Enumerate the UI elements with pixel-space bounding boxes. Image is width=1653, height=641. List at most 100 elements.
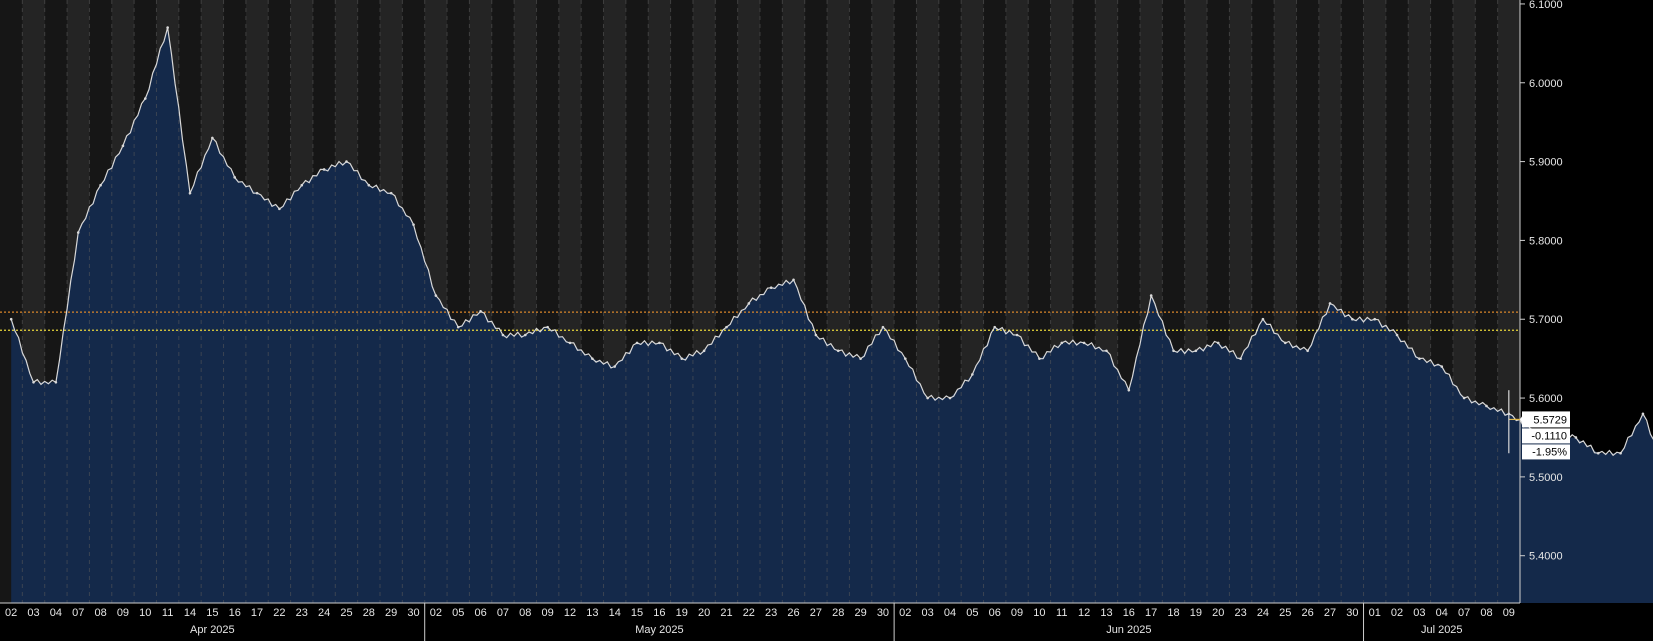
data-point xyxy=(1149,294,1153,297)
x-tick-label: 08 xyxy=(94,607,106,619)
data-point xyxy=(367,183,371,187)
x-tick-label: 26 xyxy=(1302,607,1314,619)
last-value-marker: 5.5729 -0.1110 -1.95% xyxy=(1508,390,1570,460)
data-point xyxy=(814,333,818,337)
x-tick-label: 10 xyxy=(1033,607,1045,619)
x-tick-label: 14 xyxy=(184,607,196,619)
data-point xyxy=(412,223,415,226)
x-tick-label: 11 xyxy=(1056,607,1067,619)
data-point xyxy=(613,365,617,368)
data-point xyxy=(1127,388,1131,392)
data-point xyxy=(881,325,885,329)
x-tick-label: 24 xyxy=(1257,607,1269,619)
x-tick-label: 06 xyxy=(989,607,1001,619)
x-tick-label: 30 xyxy=(1346,607,1358,619)
x-tick-label: 06 xyxy=(474,607,486,619)
data-point xyxy=(143,97,147,100)
data-point xyxy=(1306,349,1309,353)
y-tick-label: 5.5000 xyxy=(1529,472,1563,484)
data-point xyxy=(233,176,237,179)
data-point xyxy=(345,160,348,163)
x-tick-label: 26 xyxy=(787,607,799,619)
data-point xyxy=(747,302,751,305)
x-tick-label: 16 xyxy=(653,607,665,619)
x-tick-label: 02 xyxy=(5,607,17,619)
data-point xyxy=(99,183,102,187)
x-tick-label: 09 xyxy=(1011,607,1023,619)
data-point xyxy=(1015,333,1019,337)
x-tick-label: 15 xyxy=(206,607,218,619)
data-point xyxy=(322,168,326,171)
data-point xyxy=(211,136,214,140)
data-point xyxy=(680,357,684,360)
x-tick-label: 08 xyxy=(519,607,531,619)
x-tick-label: 30 xyxy=(407,607,419,619)
data-point xyxy=(456,325,460,329)
x-tick-label: 07 xyxy=(497,607,509,619)
data-point xyxy=(1105,349,1108,353)
data-point xyxy=(121,144,125,148)
x-tick-label: 21 xyxy=(720,607,732,619)
data-point xyxy=(1351,317,1354,321)
x-tick-label: 04 xyxy=(944,607,956,619)
x-tick-label: 24 xyxy=(318,607,330,619)
x-tick-label: 05 xyxy=(966,607,978,619)
x-tick-label: 27 xyxy=(1324,607,1336,619)
data-point xyxy=(188,191,192,195)
month-label: Apr 2025 xyxy=(190,624,235,636)
pct-change-label: -1.95% xyxy=(1532,446,1567,458)
data-point xyxy=(54,380,58,384)
series-area xyxy=(11,27,1653,603)
y-tick-label: 6.0000 xyxy=(1529,78,1563,90)
x-tick-label: 18 xyxy=(1167,607,1179,619)
y-tick-label: 5.9000 xyxy=(1529,157,1563,169)
x-tick-label: 09 xyxy=(1503,607,1515,619)
x-tick-label: 09 xyxy=(117,607,129,619)
x-tick-label: 28 xyxy=(832,607,844,619)
data-point xyxy=(948,396,952,400)
data-point xyxy=(971,373,974,376)
y-tick-label: 5.8000 xyxy=(1529,235,1563,247)
data-point xyxy=(903,357,907,360)
change-box xyxy=(1522,428,1570,444)
data-point xyxy=(859,357,862,360)
data-point xyxy=(1283,341,1287,345)
y-tick-label: 5.6000 xyxy=(1529,393,1563,405)
data-point xyxy=(1082,341,1086,345)
data-point xyxy=(1060,341,1064,345)
data-point xyxy=(1418,357,1421,360)
data-point xyxy=(635,341,639,345)
month-label: May 2025 xyxy=(635,624,683,636)
data-point xyxy=(1239,357,1242,360)
data-point xyxy=(725,325,728,329)
data-point xyxy=(278,207,281,211)
data-point xyxy=(792,278,795,282)
pct-change-box xyxy=(1522,444,1570,460)
last-price-pointer xyxy=(1520,413,1524,426)
x-tick-label: 02 xyxy=(899,607,911,619)
data-point xyxy=(546,325,549,329)
x-tick-label: 17 xyxy=(1145,607,1157,619)
x-tick-label: 25 xyxy=(1279,607,1291,619)
x-tick-label: 23 xyxy=(765,607,777,619)
data-point xyxy=(1462,396,1466,400)
month-label: Jul 2025 xyxy=(1421,624,1463,636)
x-tick-label: 20 xyxy=(1212,607,1224,619)
x-tick-label: 29 xyxy=(854,607,866,619)
data-point xyxy=(836,349,840,353)
x-tick-label: 12 xyxy=(1078,607,1090,619)
x-tick-label: 28 xyxy=(363,607,375,619)
data-point xyxy=(1328,302,1332,305)
x-tick-label: 13 xyxy=(1100,607,1112,619)
area-fill xyxy=(11,27,1653,603)
data-point xyxy=(1619,451,1622,455)
reference-lines xyxy=(0,311,1520,331)
x-tick-label: 12 xyxy=(564,607,576,619)
month-label: Jun 2025 xyxy=(1106,624,1151,636)
x-tick-label: 04 xyxy=(50,607,62,619)
x-tick-label: 30 xyxy=(877,607,889,619)
data-point xyxy=(1038,357,1041,360)
x-tick-label: 07 xyxy=(72,607,84,619)
x-tick-label: 22 xyxy=(743,607,755,619)
